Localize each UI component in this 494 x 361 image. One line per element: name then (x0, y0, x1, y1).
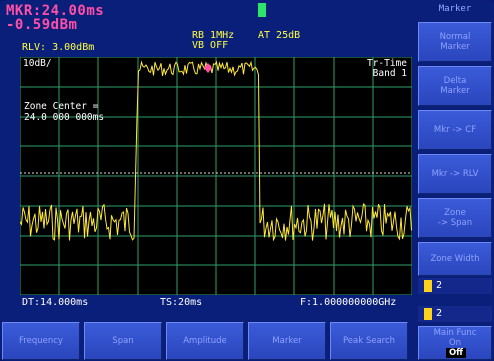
delta-marker-softkey[interactable]: Delta Marker (418, 66, 492, 106)
zone-center-value: 24.0 000 000ms (24, 112, 105, 123)
main-func-softkey[interactable]: Main Func On Off (418, 326, 492, 360)
value-text: 2 (436, 280, 443, 291)
off-label: Off (445, 348, 467, 359)
zone-width-value[interactable]: 2 (418, 278, 492, 294)
marker-key[interactable]: Marker (248, 322, 326, 360)
on-label: On (448, 337, 462, 348)
cursor-block (424, 308, 432, 320)
softkey-label: Marker (440, 42, 470, 52)
zone-to-span-softkey[interactable]: Zone -> Span (418, 198, 492, 238)
ref-level-readout: RLV: 3.00dBm (22, 42, 95, 53)
delay-time-readout: DT:14.000ms (22, 297, 89, 308)
marker-level-readout: -0.59dBm (6, 17, 78, 33)
softkey-label: Main Func (433, 327, 477, 338)
value-text: 2 (436, 308, 443, 319)
center-frequency-readout: F:1.000000000GHz (300, 297, 397, 308)
mkr-to-rlv-softkey[interactable]: Mkr -> RLV (418, 154, 492, 194)
softkey-label: Normal (439, 31, 471, 42)
zone-width-softkey[interactable]: Zone Width (418, 242, 492, 276)
trace-mode-label: Tr-Time (366, 58, 407, 69)
peak-search-key[interactable]: Peak Search (330, 322, 408, 360)
on-off-toggle: On Off (444, 337, 467, 359)
scale-label: 10dB/ (23, 58, 52, 69)
softkey-label: Delta (443, 75, 467, 86)
vbw-readout: VB OFF (192, 40, 229, 51)
band-label: Band 1 (372, 68, 407, 79)
softkey-panel: Marker Normal Marker Delta Marker Mkr ->… (416, 0, 494, 361)
cursor-block (424, 280, 432, 292)
signal-trace (20, 60, 412, 242)
normal-marker-softkey[interactable]: Normal Marker (418, 22, 492, 62)
zone-center-label: Zone Center = (24, 101, 99, 112)
frequency-key[interactable]: Frequency (2, 322, 80, 360)
attenuation-readout: AT 25dB (258, 30, 301, 41)
mkr-to-cf-softkey[interactable]: Mkr -> CF (418, 110, 492, 150)
softkey-label: Zone Width (430, 253, 480, 264)
softkey-label: Zone (444, 207, 466, 218)
rbw-readout: RB 1MHz (192, 30, 235, 41)
panel-title: Marker (438, 4, 472, 14)
span-key[interactable]: Span (84, 322, 162, 360)
sweep-indicator (258, 3, 266, 17)
softkey-label: Mkr -> CF (433, 124, 477, 135)
amplitude-key[interactable]: Amplitude (166, 322, 244, 360)
softkey-label: -> Span (437, 218, 473, 228)
softkey-label: Marker (440, 86, 470, 96)
secondary-value[interactable]: 2 (418, 306, 492, 322)
softkey-label: Mkr -> RLV (431, 168, 479, 179)
marker-time-readout: MKR:24.00ms (6, 3, 105, 19)
time-span-readout: TS:20ms (160, 297, 203, 308)
marker-icon (204, 63, 212, 73)
grid-graticule (20, 57, 412, 295)
trace-display[interactable]: 10dB/ Tr-Time Band 1 Zone Center = 24.0 … (20, 57, 412, 295)
